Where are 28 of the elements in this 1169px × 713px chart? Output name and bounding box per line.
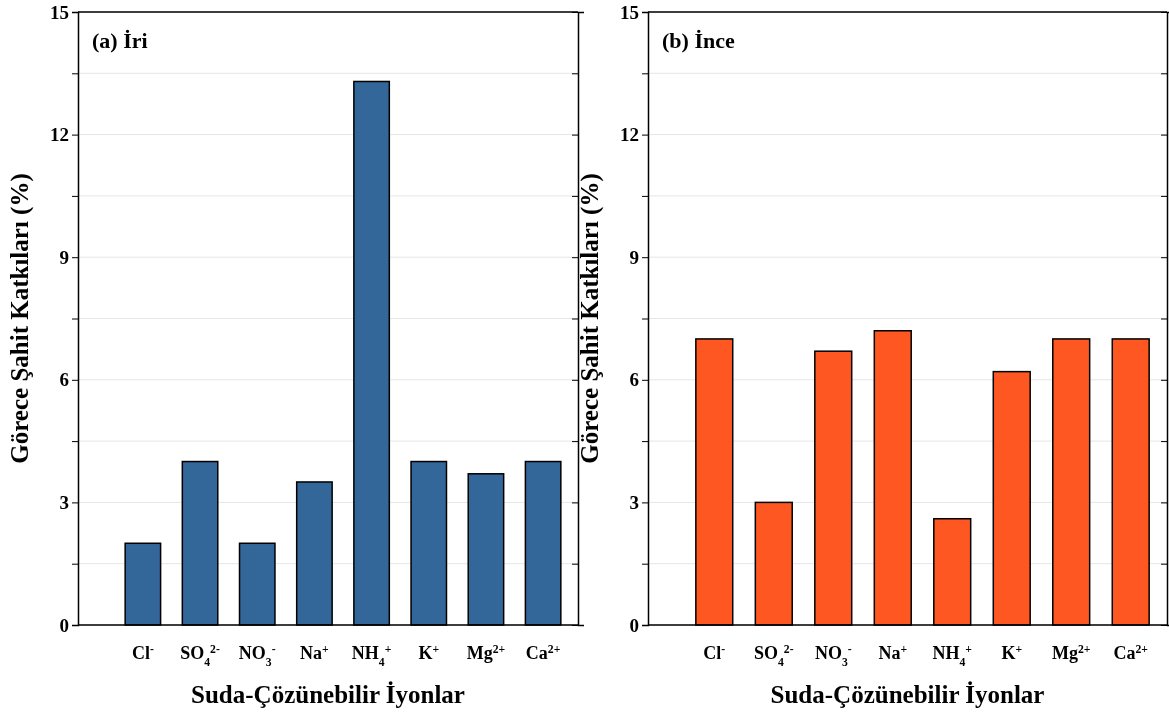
x-axis-title: Suda-Çözünebilir İyonlar: [191, 681, 465, 708]
y-tick-label: 12: [620, 124, 639, 146]
y-tick-label: 3: [629, 491, 639, 513]
y-tick-label: 6: [629, 369, 639, 391]
x-tick-label: Mg$^{2+}$: [466, 642, 506, 663]
x-tick-label: Ca$^{2+}$: [525, 642, 561, 663]
y-tick-label: 15: [50, 1, 69, 23]
x-tick-label: Na$^{+}$: [878, 642, 908, 663]
x-tick-label: Na$^{+}$: [300, 642, 330, 663]
x-tick-label: Cl$^{-}$: [703, 642, 726, 663]
x-tick-label: Ca$^{2+}$: [1113, 642, 1149, 663]
text: (a) İri: [92, 28, 148, 53]
x-tick-label: Cl$^{-}$: [131, 642, 154, 663]
y-axis-title: Görece Şahit Katkıları (%): [576, 173, 604, 464]
y-tick-label: 12: [50, 124, 69, 146]
x-tick-label: K$^{+}$: [418, 642, 440, 663]
y-tick-label: 0: [59, 614, 69, 636]
x-axis-title: Suda-Çözünebilir İyonlar: [770, 681, 1045, 708]
x-tick-label: K$^{+}$: [1001, 642, 1023, 663]
y-axis-title: Görece Şahit Katkıları (%): [6, 173, 34, 464]
y-tick-label: 15: [620, 1, 639, 23]
y-tick-label: 9: [629, 246, 639, 268]
x-tick-label: Mg$^{2+}$: [1051, 642, 1091, 663]
y-tick-label: 0: [629, 614, 639, 636]
y-tick-label: 3: [59, 491, 69, 513]
y-tick-label: 6: [59, 369, 69, 391]
text: (b) İnce: [662, 28, 735, 53]
y-tick-label: 9: [59, 246, 69, 268]
